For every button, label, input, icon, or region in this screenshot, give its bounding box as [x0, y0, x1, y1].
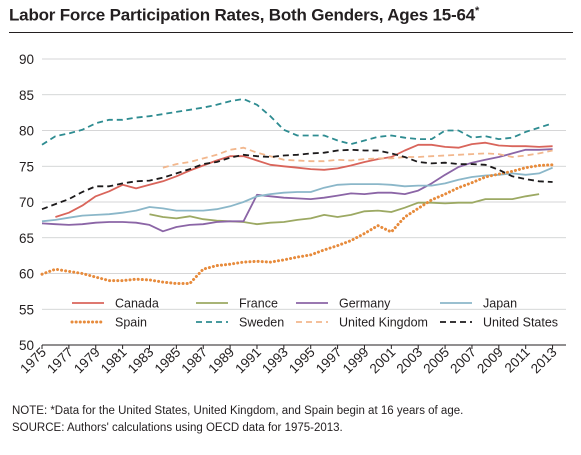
- source-text: SOURCE: Authors' calculations using OECD…: [12, 422, 343, 434]
- y-tick-label: 65: [19, 231, 34, 246]
- x-tick-label: 1983: [125, 345, 157, 377]
- x-tick-label: 2013: [528, 345, 560, 377]
- x-tick-label: 2007: [447, 345, 479, 377]
- legend-label-japan: Japan: [483, 297, 517, 311]
- series-line-canada: [55, 141, 553, 218]
- gridlines: [42, 58, 566, 310]
- x-tick-label: 1977: [44, 345, 76, 377]
- x-tick-label: 1991: [232, 345, 264, 377]
- series-lines: [40, 98, 555, 285]
- chart-title: Labor Force Participation Rates, Both Ge…: [9, 5, 479, 26]
- note-text: NOTE: *Data for the United States, Unite…: [12, 405, 464, 417]
- y-tick-label: 55: [19, 302, 34, 317]
- x-tick-label: 1997: [313, 345, 345, 377]
- legend-label-spain: Spain: [115, 316, 147, 330]
- series-line-spain: [40, 163, 555, 285]
- legend-label-sweden: Sweden: [239, 316, 284, 330]
- x-tick-label: 1985: [152, 345, 184, 377]
- x-tick-label: 1979: [71, 345, 103, 377]
- chart-title-text: Labor Force Participation Rates, Both Ge…: [9, 5, 475, 25]
- x-tick-label: 2003: [393, 345, 425, 377]
- legend-label-france: France: [239, 297, 278, 311]
- x-tick-label: 2001: [367, 345, 399, 377]
- y-tick-label: 80: [19, 124, 34, 139]
- x-tick-label: 1993: [259, 345, 291, 377]
- y-tick-label: 70: [19, 195, 34, 210]
- y-tick-label: 60: [19, 267, 34, 282]
- legend-label-germany: Germany: [339, 297, 391, 311]
- x-tick-label: 1999: [340, 345, 372, 377]
- legend-label-canada: Canada: [115, 297, 159, 311]
- x-tick-label: 1987: [178, 345, 210, 377]
- series-line-sweden: [41, 98, 553, 146]
- x-tick-label: 2005: [420, 345, 452, 377]
- x-tick-label: 1989: [205, 345, 237, 377]
- y-tick-label: 90: [19, 52, 34, 67]
- x-tick-label: 2009: [474, 345, 506, 377]
- x-tick-label: 1995: [286, 345, 318, 377]
- y-tick-label: 75: [19, 159, 34, 174]
- x-tick-label: 2011: [502, 345, 533, 376]
- legend-label-united-states: United States: [483, 316, 558, 330]
- legend-label-united-kingdom: United Kingdom: [339, 316, 428, 330]
- series-line-united-states: [41, 148, 553, 211]
- x-tick-label: 1981: [98, 345, 130, 377]
- series-line-france: [149, 193, 540, 226]
- y-tick-label: 50: [19, 338, 34, 353]
- legend: Canada France Germany Japan Spain Sweden Unite…: [70, 297, 558, 330]
- title-footnote-mark: *: [475, 5, 480, 17]
- series-line-germany: [41, 148, 553, 233]
- title-rule: [9, 32, 573, 33]
- series-line-japan: [41, 166, 553, 223]
- y-tick-label: 85: [19, 88, 34, 103]
